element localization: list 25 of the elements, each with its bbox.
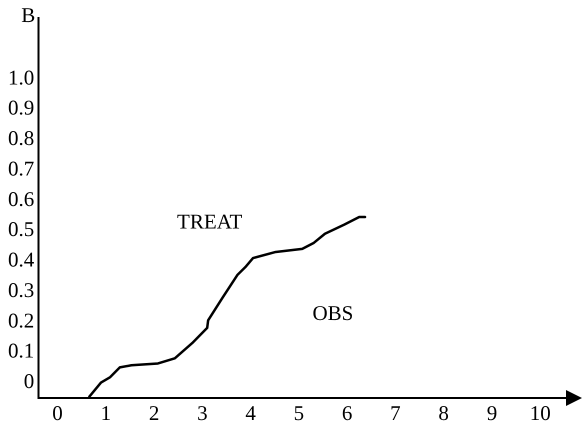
x-tick-label: 6: [342, 400, 352, 425]
annotation: TREAT: [177, 210, 243, 234]
x-tick-label: 3: [197, 400, 208, 425]
y-tick-label: 1.0: [8, 65, 34, 90]
y-tick-label: 0.7: [8, 156, 34, 180]
y-tick-label: 0.2: [8, 308, 34, 332]
x-tick-label: 9: [486, 400, 498, 425]
y-tick-label: 0: [24, 369, 34, 394]
x-tick-label: 2: [148, 400, 160, 425]
x-tick-label: 1: [100, 400, 112, 425]
y-tick-label: 0.6: [8, 186, 34, 211]
y-tick-label: 0.5: [8, 217, 34, 242]
y-axis-title: B: [21, 3, 36, 28]
x-tick-label: 7: [390, 400, 401, 425]
y-tick-label: 0.1: [8, 338, 34, 363]
x-tick-label: 5: [294, 400, 304, 425]
x-tick-label: 8: [438, 400, 449, 425]
y-tick-label: 0.3: [8, 278, 34, 302]
y-tick-label: 0.4: [8, 248, 35, 272]
x-tick-label: 10: [530, 400, 551, 425]
y-tick-label: 0.9: [8, 96, 34, 120]
annotation: OBS: [312, 300, 354, 325]
x-tick-label: 0: [52, 400, 63, 425]
y-tick-label: 0.8: [8, 126, 34, 150]
x-tick-label: 4: [245, 400, 256, 425]
